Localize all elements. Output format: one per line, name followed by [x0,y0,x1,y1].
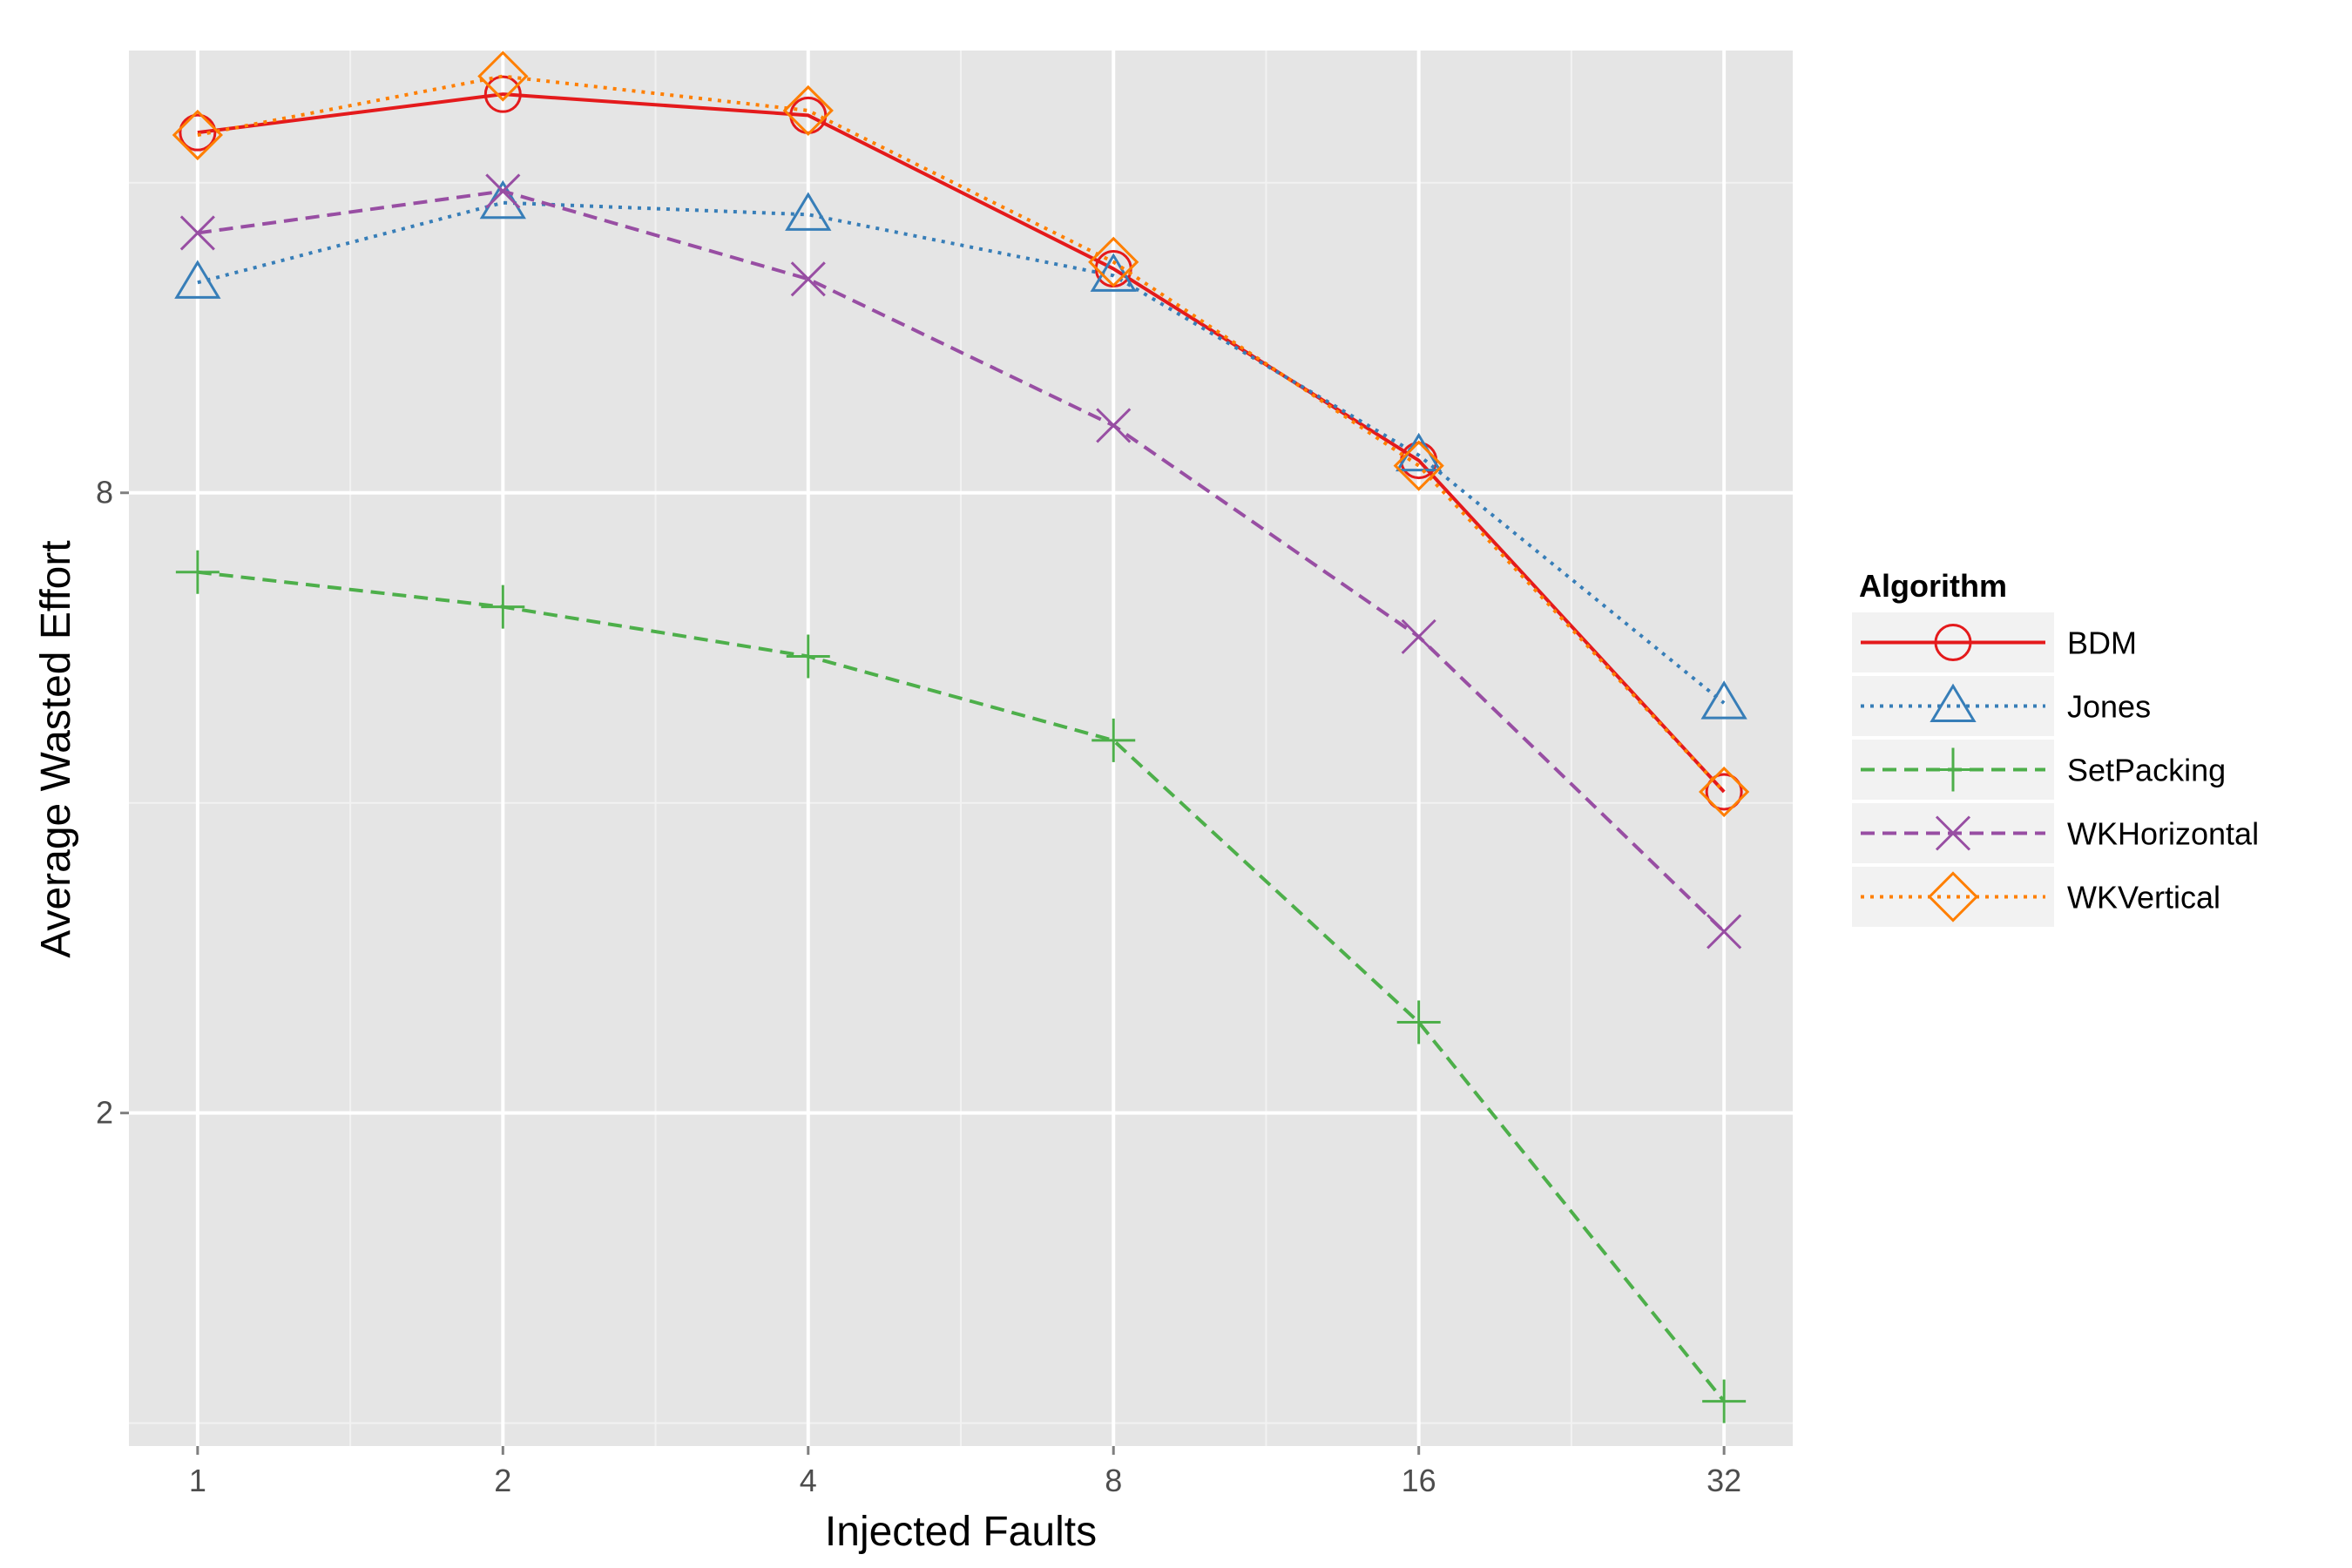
x-tick-label: 4 [800,1463,817,1498]
data-point-jones [1090,253,1137,292]
legend-key [1852,867,2054,927]
x-tick-label: 16 [1402,1463,1436,1498]
x-axis: 1 2 4 8 16 32 [189,1446,1741,1498]
series-line-wkhorizontal [197,189,1726,933]
data-point-setpacking [1092,718,1136,762]
data-point-setpacking [1702,1379,1747,1423]
data-point-bdm [1705,773,1743,811]
data-point-wkvertical [1088,236,1139,287]
legend-label-wkvertical: WKVertical [2067,880,2220,916]
data-point-setpacking [1396,1000,1441,1044]
legend-label-setpacking: SetPacking [2067,753,2226,788]
legend-marker-setpacking [1931,747,1975,792]
data-point-setpacking [481,585,525,629]
minor-gridlines [129,51,1793,1446]
y-axis: 28 [96,475,129,1131]
legend-label-bdm: BDM [2067,625,2137,661]
data-point-wkhorizontal [179,215,215,251]
x-tick-label: 2 [494,1463,511,1498]
legend-marker-bdm [1934,624,1972,661]
data-point-wkhorizontal [1707,914,1742,950]
data-point-wkvertical [1393,440,1444,491]
data-point-bdm [483,75,522,113]
data-point-wkhorizontal [1096,408,1132,443]
data-point-bdm [179,113,217,152]
data-point-setpacking [786,634,830,679]
data-point-setpacking [175,550,220,594]
legend: Algorithm BDM Jones SetPacking WKHorizontal… [1852,568,2259,927]
data-point-wkvertical [172,109,223,161]
legend-item-jones: Jones [1852,676,2151,736]
y-tick-label: 8 [96,475,113,510]
data-point-wkhorizontal [1401,618,1436,654]
series-setpacking [175,550,1747,1423]
x-tick-label: 32 [1707,1463,1741,1498]
major-gridlines [129,51,1793,1446]
legend-item-setpacking: SetPacking [1852,740,2226,800]
x-tick-label: 1 [189,1463,206,1498]
series-line-bdm [197,92,1726,794]
legend-marker-jones [1930,683,1977,722]
data-point-wkvertical [782,84,834,137]
legend-items: BDM Jones SetPacking WKHorizontal WKVertical [1852,612,2259,927]
legend-item-wkhorizontal: WKHorizontal [1852,803,2259,863]
legend-label-wkhorizontal: WKHorizontal [2067,816,2259,852]
y-axis-title: Average Wasted Effort [33,540,79,957]
series-layer [172,51,1750,1423]
data-point-wkvertical [477,51,529,102]
series-line-jones [197,200,1726,705]
x-tick-label: 8 [1105,1463,1122,1498]
y-tick-label: 2 [96,1095,113,1131]
data-point-wkhorizontal [485,173,521,209]
series-line-wkvertical [197,74,1726,794]
data-point-wkvertical [1699,766,1750,818]
legend-item-bdm: BDM [1852,612,2137,672]
legend-marker-wkvertical [1927,871,1979,923]
data-point-wkhorizontal [790,261,826,297]
legend-title: Algorithm [1859,568,2007,604]
data-point-jones [174,260,221,299]
legend-label-jones: Jones [2067,689,2151,725]
legend-marker-wkhorizontal [1935,815,1971,851]
data-point-jones [1700,680,1747,720]
legend-item-wkvertical: WKVertical [1852,867,2220,927]
series-wkvertical [172,51,1750,818]
data-point-jones [785,192,832,231]
series-line-setpacking [197,570,1726,1402]
x-axis-title: Injected Faults [825,1509,1097,1555]
series-wkhorizontal [179,173,1742,950]
